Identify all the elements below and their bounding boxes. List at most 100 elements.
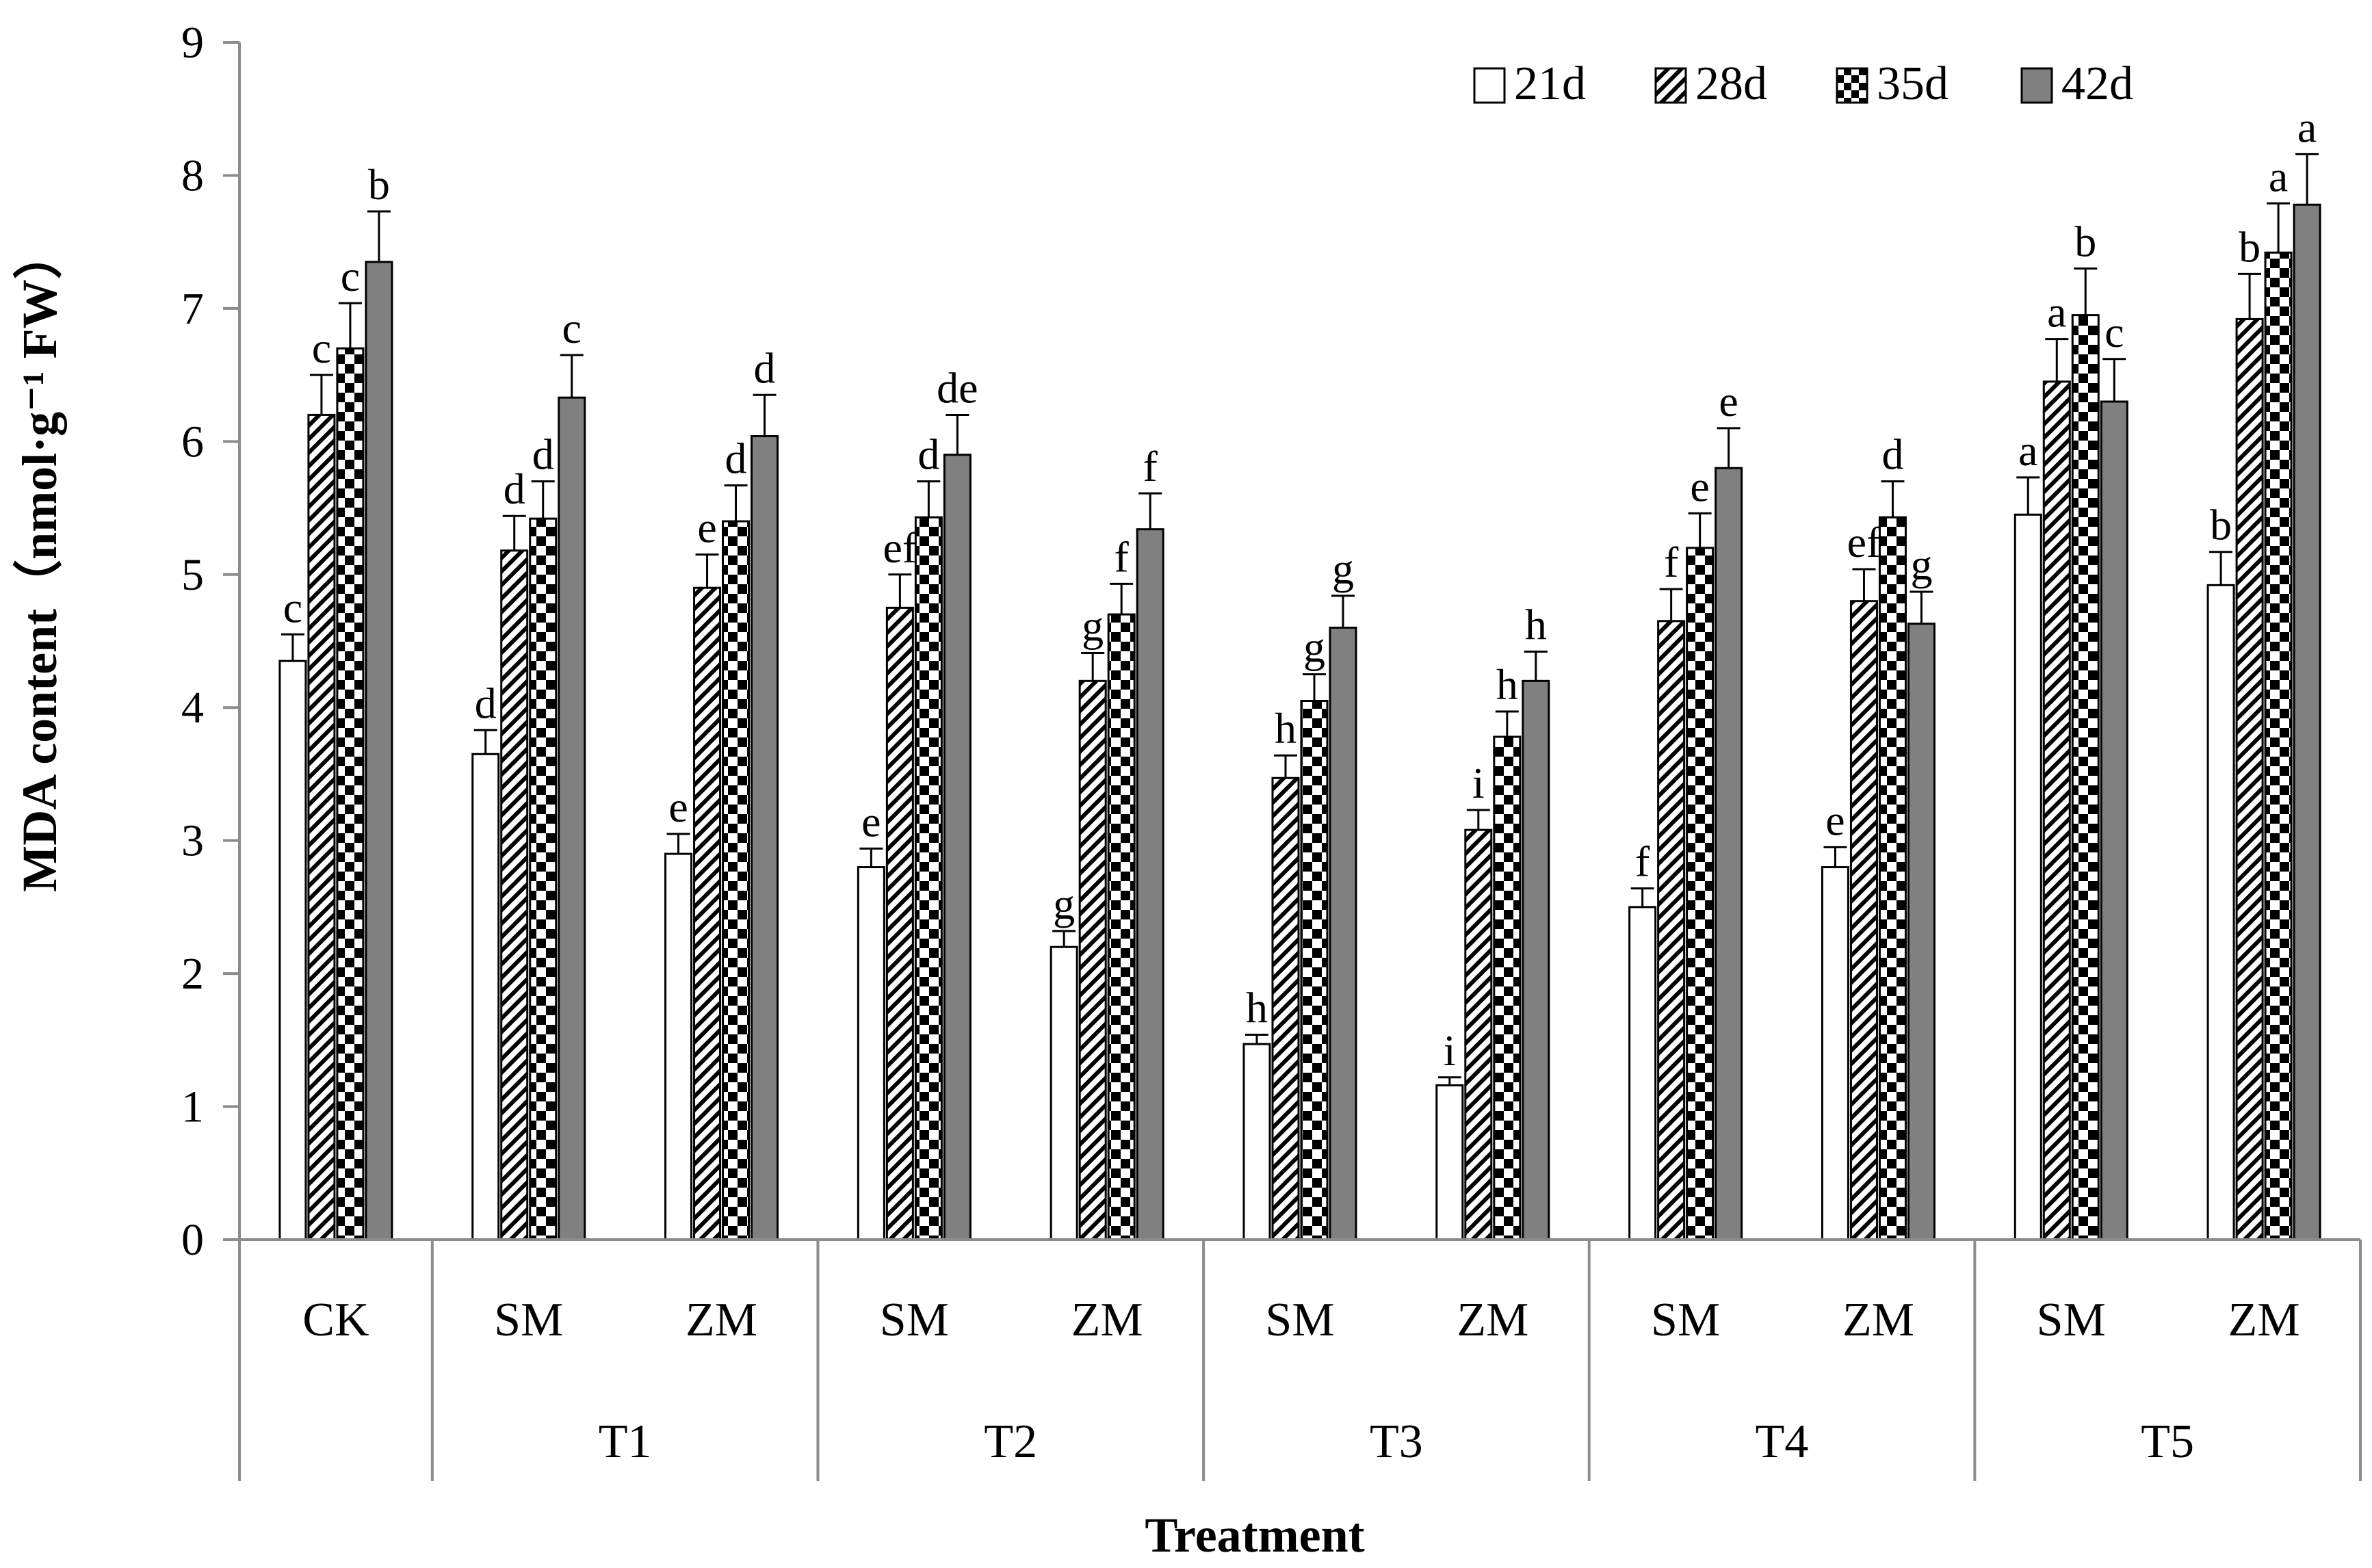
- category-label: ZM: [686, 1294, 757, 1346]
- significance-letter: d: [475, 679, 497, 727]
- significance-letter: e: [697, 504, 716, 552]
- significance-letter: g: [1910, 540, 1932, 589]
- significance-letter: e: [668, 783, 688, 831]
- group-label: T3: [1370, 1415, 1423, 1468]
- significance-letter: c: [283, 583, 302, 631]
- y-tick-label: 9: [181, 18, 204, 68]
- significance-letter: e: [1690, 462, 1709, 510]
- bar-42d-0: [365, 261, 393, 1241]
- bar-28d-3: [885, 606, 914, 1241]
- significance-letter: a: [2297, 103, 2317, 151]
- significance-letter: b: [2074, 218, 2096, 266]
- y-tick-label: 5: [181, 550, 204, 600]
- bar-28d-10: [2235, 317, 2264, 1241]
- significance-letter: ef: [883, 523, 917, 572]
- significance-letter: d: [725, 434, 747, 483]
- bar-42d-6: [1522, 679, 1550, 1241]
- legend-swatch-28d: [1654, 67, 1687, 104]
- y-tick-label: 1: [181, 1082, 204, 1132]
- significance-letter: a: [2269, 152, 2288, 200]
- bar-28d-7: [1657, 620, 1686, 1241]
- bar-42d-9: [2100, 400, 2128, 1241]
- legend-swatch-42d: [2020, 67, 2053, 104]
- significance-letter: h: [1525, 601, 1547, 649]
- significance-letter: g: [1332, 545, 1354, 593]
- legend-swatch-21d: [1473, 67, 1506, 104]
- significance-letter: b: [2210, 501, 2232, 549]
- significance-letter: d: [917, 430, 939, 479]
- y-axis-title: MDA content（nmol·g⁻¹ FW）: [12, 230, 67, 892]
- bar-35d-4: [1107, 613, 1136, 1241]
- x-axis: CK SM ZM SM ZM SM ZM SM ZM SM ZM T1 T2 T3 T4 T5: [238, 1238, 2362, 1481]
- significance-letter: i: [1444, 1026, 1456, 1075]
- significance-letter: b: [2239, 222, 2260, 271]
- bar-21d-0: [278, 659, 307, 1241]
- bar-35d-7: [1686, 547, 1715, 1241]
- bar-35d-2: [722, 520, 751, 1241]
- bar-42d-7: [1715, 467, 1743, 1241]
- category-label: SM: [494, 1294, 563, 1346]
- bar-21d-2: [664, 852, 693, 1241]
- bar-28d-9: [2042, 380, 2071, 1241]
- bar-35d-9: [2071, 314, 2100, 1241]
- significance-letter: g: [1053, 880, 1075, 928]
- y-tick-label: 4: [181, 683, 204, 733]
- y-tick-label: 0: [181, 1215, 204, 1265]
- bar-28d-8: [1849, 600, 1878, 1241]
- bar-28d-1: [500, 549, 529, 1241]
- bar-42d-2: [751, 435, 779, 1241]
- legend-label-42d: 42d: [2061, 57, 2133, 110]
- significance-letter: a: [2018, 426, 2037, 475]
- y-tick-label: 8: [181, 151, 204, 200]
- bar-42d-10: [2293, 203, 2321, 1241]
- significance-letter: f: [1664, 538, 1679, 586]
- bar-35d-1: [529, 517, 558, 1241]
- significance-letter: d: [532, 430, 554, 479]
- category-label: ZM: [1457, 1294, 1528, 1346]
- category-label: ZM: [2228, 1294, 2300, 1346]
- category-label: SM: [1265, 1294, 1334, 1346]
- significance-letter: de: [937, 363, 978, 412]
- category-label: SM: [2037, 1294, 2106, 1346]
- group-label: T5: [2141, 1415, 2194, 1468]
- significance-letter: h: [1496, 660, 1518, 709]
- bar-42d-8: [1907, 623, 1936, 1241]
- significance-letter: g: [1082, 602, 1104, 651]
- legend-label-28d: 28d: [1695, 57, 1767, 110]
- bar-35d-10: [2264, 251, 2293, 1241]
- significance-letter: c: [2104, 308, 2124, 356]
- bar-21d-3: [857, 866, 885, 1241]
- x-axis-title: Treatment: [1145, 1508, 1364, 1563]
- bar-35d-8: [1878, 516, 1907, 1241]
- category-label: CK: [302, 1294, 369, 1346]
- group-label: T1: [599, 1415, 652, 1468]
- category-label: SM: [880, 1294, 949, 1346]
- significance-letter: f: [1143, 442, 1158, 491]
- bar-28d-2: [693, 586, 722, 1241]
- category-label: ZM: [1842, 1294, 1914, 1346]
- legend: 21d 28d 35d 42d: [1473, 57, 2133, 110]
- significance-letter: c: [562, 304, 582, 352]
- bar-21d-5: [1242, 1043, 1271, 1241]
- significance-letter: h: [1275, 704, 1296, 753]
- bar-42d-1: [558, 396, 586, 1241]
- bar-28d-6: [1464, 828, 1493, 1241]
- bar-21d-4: [1050, 945, 1078, 1241]
- bar-42d-4: [1136, 528, 1164, 1241]
- group-label: T2: [984, 1415, 1037, 1468]
- bar-21d-10: [2206, 584, 2235, 1241]
- bar-28d-0: [307, 413, 336, 1241]
- bar-21d-9: [2013, 513, 2042, 1241]
- bar-28d-5: [1271, 776, 1300, 1241]
- bar-35d-5: [1300, 700, 1329, 1241]
- legend-swatch-35d: [1836, 67, 1868, 104]
- significance-letter: h: [1246, 984, 1268, 1032]
- significance-letter: ef: [1847, 518, 1881, 566]
- y-axis: 0 1 2 3 4 5 6 7 8 9: [181, 18, 241, 1265]
- significance-letter: e: [861, 797, 881, 846]
- significance-letter: i: [1472, 759, 1485, 807]
- category-label: SM: [1651, 1294, 1720, 1346]
- bar-21d-1: [471, 753, 500, 1241]
- bar-21d-8: [1821, 866, 1849, 1241]
